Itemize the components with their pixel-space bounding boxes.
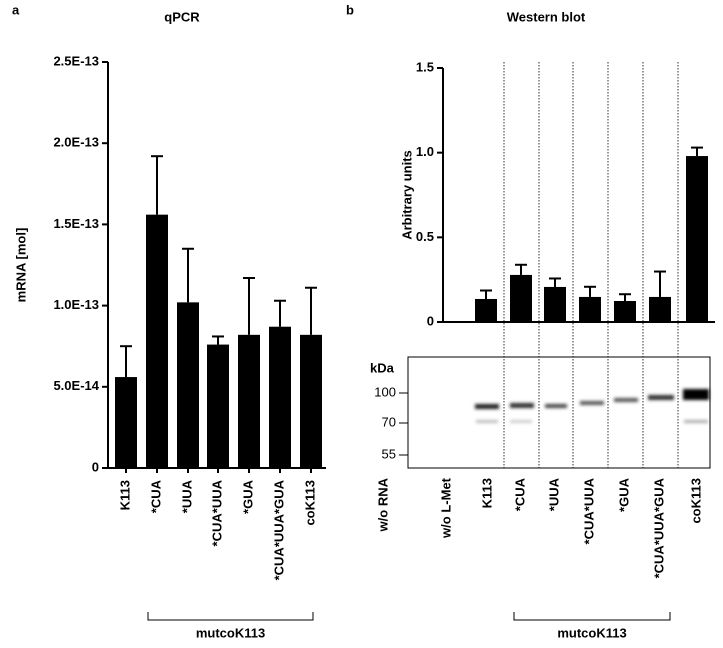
y-tick-label: 2.0E-13 [53, 135, 99, 150]
bar [207, 344, 229, 468]
bar [614, 301, 636, 322]
blot-marker: 70 [382, 414, 396, 429]
blot-marker: 55 [382, 446, 396, 461]
x-tick-label: *GUA [240, 479, 255, 514]
x-tick-label: *CUA*UUA [209, 479, 224, 546]
lane-label: *UUA [546, 477, 561, 511]
x-tick-label: coK113 [302, 480, 317, 526]
bar [544, 286, 566, 322]
lane-label: *CUA*UUA*GUA [651, 477, 666, 578]
lane-label: *CUA [512, 477, 527, 511]
bar [115, 377, 137, 468]
y-axis-label: mRNA [mol] [13, 228, 28, 303]
panel-label: b [346, 2, 354, 17]
chart-title: Western blot [507, 9, 586, 24]
group-label: mutcoK113 [196, 625, 265, 640]
y-tick-label: 0.5 [416, 229, 434, 244]
bar [146, 214, 168, 468]
lane-label: coK113 [688, 478, 703, 524]
y-tick-label: 0 [427, 313, 434, 328]
lane-label: w/o L-Met [438, 477, 453, 539]
bar [649, 296, 671, 322]
blot-unit: kDa [370, 360, 395, 375]
bar [177, 302, 199, 468]
blot-marker: 100 [374, 384, 396, 399]
y-axis-label: Arbitrary units [399, 150, 414, 240]
y-tick-label: 1.5 [416, 59, 434, 74]
y-tick-label: 2.5E-13 [53, 53, 99, 68]
bar [300, 334, 322, 468]
lane-label: K113 [479, 478, 494, 508]
y-tick-label: 5.0E-14 [53, 378, 99, 393]
x-tick-label: K113 [117, 480, 132, 510]
lane-label: w/o RNA [375, 477, 390, 532]
bar [269, 326, 291, 468]
bar [579, 296, 601, 322]
x-tick-label: *CUA*UUA*GUA [271, 479, 286, 580]
lane-label: *GUA [616, 477, 631, 512]
blot-marker-ticks [399, 392, 408, 456]
bar [238, 334, 260, 468]
lane-label: *CUA*UUA [581, 477, 596, 544]
y-tick-label: 0 [92, 459, 99, 474]
group-bracket [513, 612, 671, 621]
bar [510, 274, 532, 322]
panel-label: a [12, 2, 20, 17]
x-tick-label: *UUA [179, 479, 194, 513]
x-tick-label: *CUA [148, 479, 163, 513]
bar [475, 298, 497, 322]
group-bracket [147, 612, 314, 621]
chart-title: qPCR [164, 9, 200, 24]
group-label: mutcoK113 [557, 625, 626, 640]
blot-bands [475, 389, 709, 423]
y-tick-label: 1.5E-13 [53, 216, 99, 231]
blot-frame [407, 356, 711, 469]
bar [686, 156, 708, 322]
y-tick-label: 1.0 [416, 144, 434, 159]
y-tick-label: 1.0E-13 [53, 297, 99, 312]
